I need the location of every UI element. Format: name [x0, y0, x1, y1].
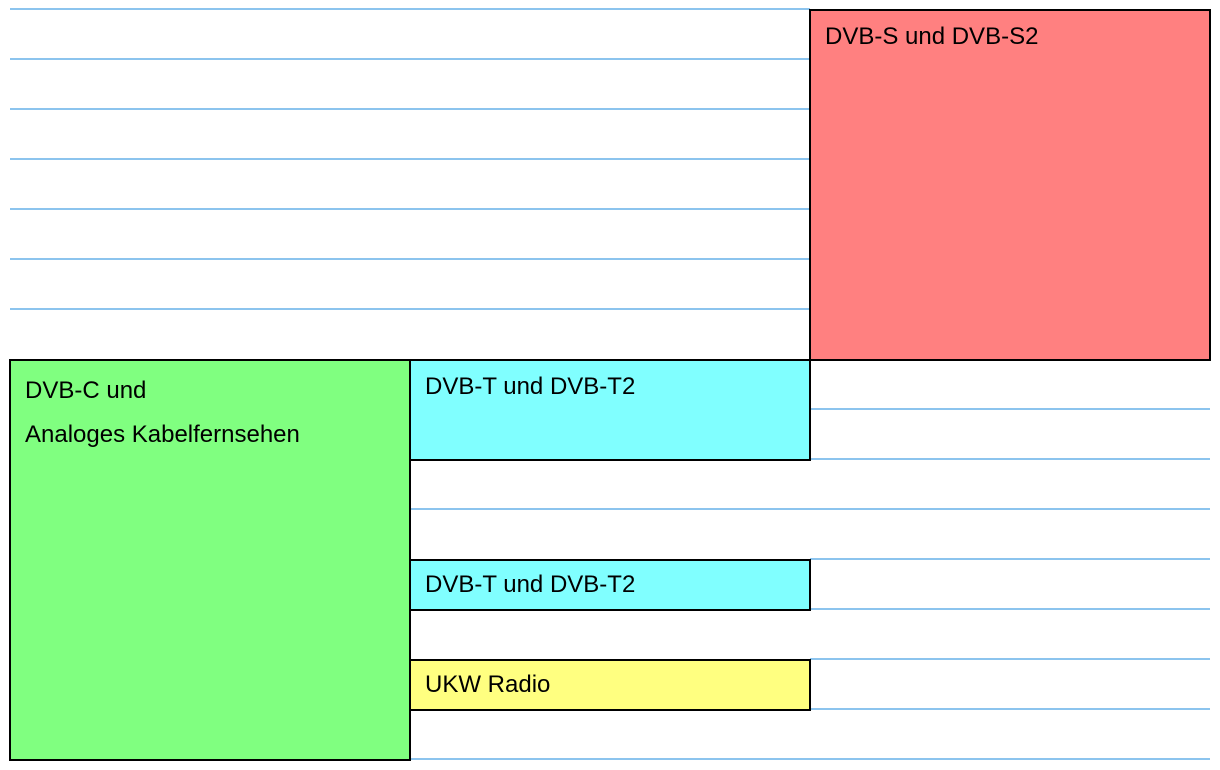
block-dvb-c-label-line1: DVB-C und: [25, 377, 147, 404]
block-dvb-t-lower-label: DVB-T und DVB-T2: [425, 571, 636, 598]
gridline: [810, 458, 1210, 460]
gridline: [810, 408, 1210, 410]
block-dvb-s-label: DVB-S und DVB-S2: [825, 23, 1039, 50]
block-ukw-radio-label: UKW Radio: [425, 671, 551, 698]
block-dvb-c: DVB-C und Analoges Kabelfernsehen: [9, 359, 411, 761]
block-dvb-t-upper: DVB-T und DVB-T2: [409, 359, 811, 461]
block-dvb-s: DVB-S und DVB-S2: [809, 9, 1211, 361]
gridline: [10, 158, 810, 160]
gridline: [10, 58, 810, 60]
gridline: [10, 8, 810, 10]
block-dvb-c-label-line2: Analoges Kabelfernsehen: [25, 421, 300, 448]
gridline: [10, 258, 810, 260]
gridline: [810, 558, 1210, 560]
block-dvb-t-lower: DVB-T und DVB-T2: [409, 559, 811, 611]
gridline: [410, 758, 1210, 760]
block-dvb-t-upper-label: DVB-T und DVB-T2: [425, 373, 636, 400]
gridline: [810, 708, 1210, 710]
gridline: [10, 208, 810, 210]
gridline: [810, 658, 1210, 660]
gridline: [10, 308, 810, 310]
gridline: [810, 608, 1210, 610]
block-ukw-radio: UKW Radio: [409, 659, 811, 711]
gridline: [410, 508, 1210, 510]
gridline: [10, 108, 810, 110]
